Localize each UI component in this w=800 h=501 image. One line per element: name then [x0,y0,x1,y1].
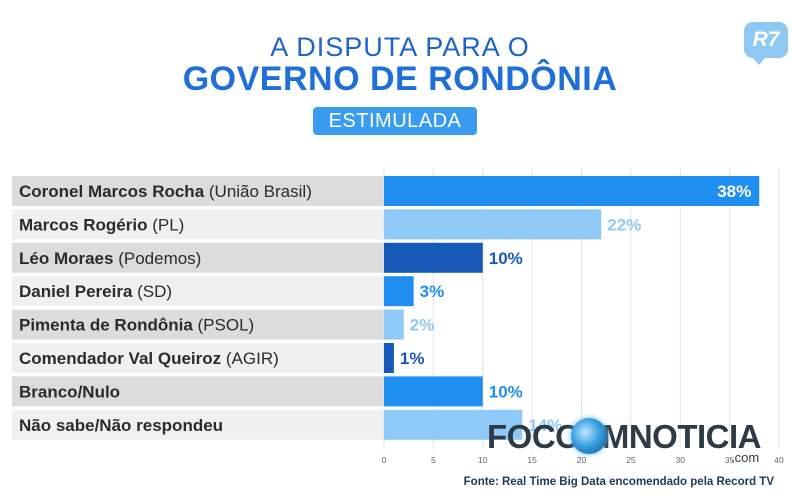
value-label: 10% [489,382,523,401]
value-label: 3% [420,282,445,301]
bar [384,242,483,273]
watermark: FOCOEMNOTICIA .com [487,418,777,468]
bar [384,209,602,240]
value-label: 2% [410,316,435,335]
category-name: Léo Moraes [19,249,113,268]
r7-logo: R7 [744,22,788,65]
value-label: 1% [400,349,425,368]
category-party: (AGIR) [221,349,279,368]
row-label-background [12,209,384,240]
x-tick-label: 40 [774,455,784,465]
value-label: 38% [717,182,751,201]
value-label: 22% [607,215,641,234]
globe-icon [571,418,607,454]
row-label-background [12,376,384,407]
bar [384,276,414,307]
category-name: Coronel Marcos Rocha [19,182,205,201]
bar [384,309,404,340]
bar [384,343,394,373]
category-name: Branco/Nulo [19,382,120,401]
category-party: (PSOL) [193,316,254,335]
x-tick-label: 5 [431,455,436,465]
category-name: Marcos Rogério [19,215,147,234]
category-party: (SD) [132,282,172,301]
category-label: Léo Moraes (Podemos) [19,249,201,268]
category-party: (União Brasil) [204,182,312,201]
row-label-background [12,343,384,373]
category-label: Não sabe/Não respondeu [19,416,223,435]
bar [384,409,523,440]
x-tick-label: 20 [577,455,587,465]
title-line-2: GOVERNO DE RONDÔNIA [182,60,618,98]
category-label: Coronel Marcos Rocha (União Brasil) [19,182,312,201]
x-tick-label: 10 [478,455,488,465]
watermark-text: FOCOEMNOTICIA [487,418,761,455]
row-label-background [12,409,384,440]
category-label: Pimenta de Rondônia (PSOL) [19,316,254,335]
row-label-background [12,309,384,340]
x-tick-label: 15 [527,455,537,465]
x-tick-label: 35 [725,455,735,465]
category-label: Comendador Val Queiroz (AGIR) [19,349,279,368]
category-party: (Podemos) [113,249,201,268]
category-name: Daniel Pereira [19,282,133,301]
category-name: Comendador Val Queiroz [19,349,221,368]
bar [384,376,483,407]
watermark-suffix: .com [731,450,760,465]
x-tick-label: 25 [626,455,636,465]
source-note: Fonte: Real Time Big Data encomendado pe… [463,476,774,488]
value-label: 14% [528,416,562,435]
badge-estimulada: ESTIMULADA [313,107,477,135]
category-name: Não sabe/Não respondeu [19,416,223,435]
bar [384,176,760,206]
row-label-background [12,176,384,206]
category-party: (PL) [147,215,184,234]
category-name: Pimenta de Rondônia [19,316,193,335]
row-label-background [12,242,384,273]
category-label: Marcos Rogério (PL) [19,215,184,234]
x-tick-label: 30 [676,455,686,465]
x-tick-label: 0 [382,455,387,465]
row-label-background [12,276,384,307]
value-label: 10% [489,249,523,268]
title-line-1: A DISPUTA PARA O [270,32,530,62]
category-label: Daniel Pereira (SD) [19,282,172,301]
category-label: Branco/Nulo [19,382,120,401]
